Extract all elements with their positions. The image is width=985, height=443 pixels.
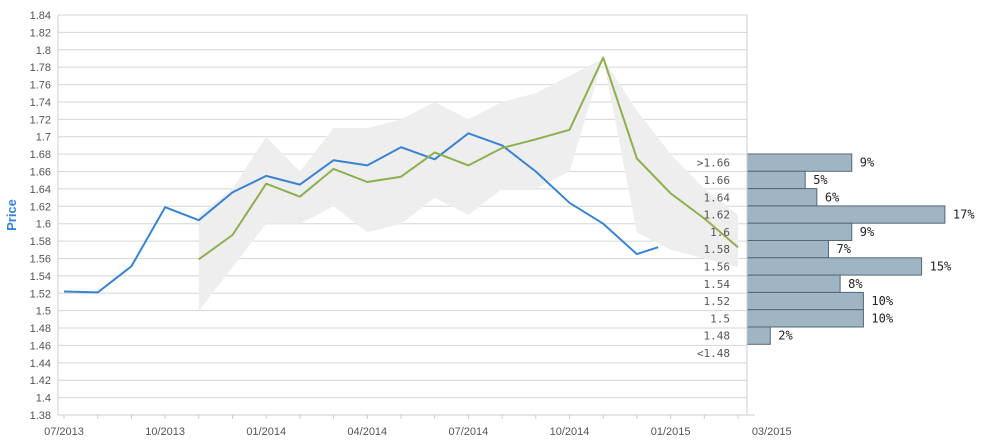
distribution-bar bbox=[746, 240, 829, 259]
x-tick-label: 01/2015 bbox=[651, 426, 691, 438]
distribution-bar bbox=[746, 326, 771, 345]
y-tick-label: 1.4 bbox=[36, 393, 51, 405]
distribution-bar bbox=[746, 309, 864, 328]
x-tick-label: 10/2013 bbox=[145, 426, 185, 438]
distribution-bucket-label: 1.66 bbox=[704, 174, 731, 187]
distribution-histogram: >1.66 9% 1.66 5% 1.64 6% 1.62 17% 1.6 9% 1.58 7% 1.5… bbox=[697, 153, 975, 360]
y-tick-label: 1.56 bbox=[30, 253, 51, 265]
distribution-bucket-label: 1.54 bbox=[704, 278, 731, 291]
distribution-bar bbox=[746, 291, 864, 311]
distribution-percent-label: 2% bbox=[778, 329, 793, 343]
axes: 1.38 1.4 1.42 1.44 1.46 1.48 1.5 1.52 1.54 1.56 1.… bbox=[30, 10, 792, 438]
y-tick-label: 1.78 bbox=[30, 62, 51, 74]
distribution-bar bbox=[746, 222, 853, 241]
y-tick-label: 1.82 bbox=[30, 27, 51, 39]
x-tick-label: 10/2014 bbox=[550, 426, 590, 438]
distribution-bar bbox=[746, 170, 806, 190]
distribution-percent-label: 10% bbox=[871, 311, 893, 325]
distribution-percent-label: 9% bbox=[860, 156, 875, 170]
y-tick-label: 1.42 bbox=[30, 375, 51, 387]
distribution-percent-label: 6% bbox=[825, 190, 840, 204]
y-tick-label: 1.58 bbox=[30, 236, 51, 248]
x-tick-label: 01/2014 bbox=[246, 426, 286, 438]
band-area bbox=[198, 58, 739, 311]
y-tick-label: 1.52 bbox=[30, 288, 51, 300]
y-tick-label: 1.6 bbox=[36, 219, 51, 231]
distribution-bucket-label: 1.48 bbox=[704, 330, 731, 343]
distribution-percent-label: 17% bbox=[953, 208, 975, 222]
y-tick-label: 1.48 bbox=[30, 323, 51, 335]
distribution-bar bbox=[746, 188, 818, 207]
distribution-bar bbox=[746, 274, 841, 293]
y-tick-label: 1.84 bbox=[30, 10, 51, 22]
distribution-percent-label: 7% bbox=[836, 242, 851, 256]
distribution-bucket-label: 1.5 bbox=[710, 312, 730, 325]
distribution-bucket-label: 1.56 bbox=[704, 260, 731, 273]
x-tick-label: 07/2013 bbox=[44, 426, 84, 438]
distribution-bar bbox=[746, 153, 853, 172]
distribution-bar bbox=[746, 257, 923, 276]
y-tick-label: 1.8 bbox=[36, 45, 51, 57]
y-tick-label: 1.54 bbox=[30, 271, 51, 283]
distribution-bucket-label: 1.6 bbox=[710, 226, 730, 239]
distribution-bucket-label: >1.66 bbox=[697, 157, 730, 170]
y-axis-label: Price bbox=[4, 199, 19, 231]
distribution-percent-label: 10% bbox=[871, 294, 893, 308]
y-tick-label: 1.44 bbox=[30, 358, 51, 370]
y-tick-label: 1.74 bbox=[30, 97, 51, 109]
series-line-2 bbox=[198, 56, 739, 261]
y-tick-label: 1.38 bbox=[30, 410, 51, 422]
series-lines bbox=[63, 56, 739, 294]
confidence-band bbox=[198, 58, 739, 311]
y-tick-label: 1.7 bbox=[36, 132, 51, 144]
series-line-1 bbox=[63, 132, 659, 294]
x-tick-label: 03/2015 bbox=[752, 426, 792, 438]
y-tick-label: 1.62 bbox=[30, 201, 51, 213]
distribution-bucket-label: 1.52 bbox=[704, 295, 731, 308]
distribution-bucket-label: 1.58 bbox=[704, 243, 731, 256]
distribution-percent-label: 5% bbox=[813, 173, 828, 187]
distribution-percent-label: 9% bbox=[860, 225, 875, 239]
distribution-percent-label: 8% bbox=[848, 277, 863, 291]
y-tick-label: 1.46 bbox=[30, 340, 51, 352]
distribution-bucket-label: <1.48 bbox=[697, 347, 730, 360]
distribution-bar bbox=[746, 205, 946, 224]
x-tick-label: 04/2014 bbox=[347, 426, 387, 438]
y-tick-label: 1.64 bbox=[30, 184, 51, 196]
distribution-bucket-label: 1.64 bbox=[704, 191, 731, 204]
distribution-percent-label: 15% bbox=[930, 259, 952, 273]
x-tick-label: 07/2014 bbox=[449, 426, 489, 438]
y-tick-label: 1.76 bbox=[30, 80, 51, 92]
y-tick-label: 1.68 bbox=[30, 149, 51, 161]
y-tick-label: 1.72 bbox=[30, 114, 51, 126]
y-tick-label: 1.5 bbox=[36, 306, 51, 318]
y-tick-label: 1.66 bbox=[30, 167, 51, 179]
distribution-bucket-label: 1.62 bbox=[704, 209, 731, 222]
